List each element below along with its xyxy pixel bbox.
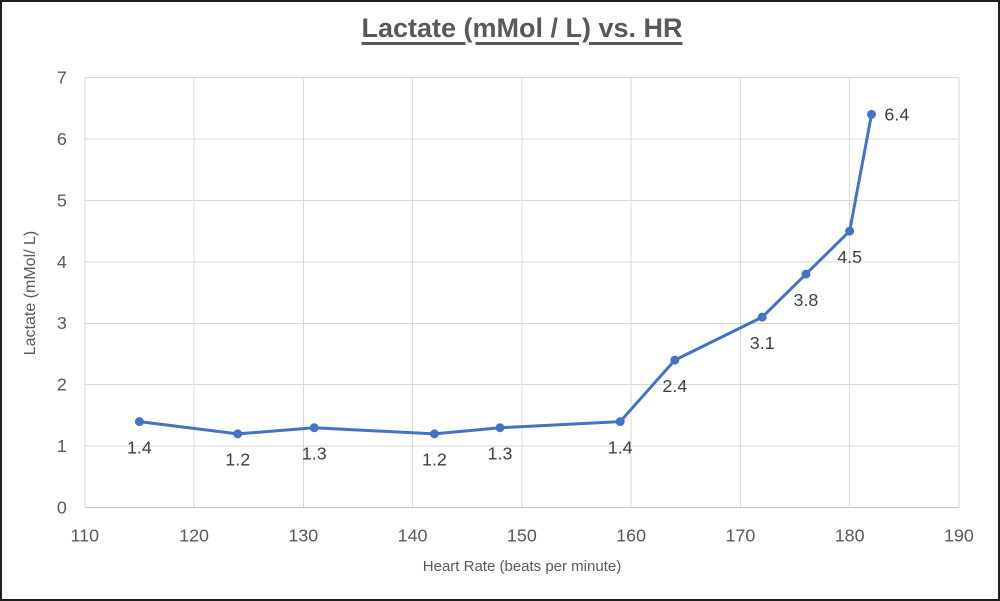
x-axis-title: Heart Rate (beats per minute) [422, 558, 622, 575]
data-point-marker [495, 423, 505, 433]
data-point-label: 1.3 [302, 444, 327, 464]
data-point-label: 3.8 [794, 290, 819, 310]
data-point-marker [757, 312, 767, 322]
y-tick-label: 0 [57, 498, 67, 518]
data-point-marker [867, 109, 876, 119]
y-axis-title-text: Lactate (mMol/ L) [22, 230, 40, 355]
data-point-marker [429, 429, 439, 439]
data-point-marker [615, 417, 625, 427]
data-point-marker [134, 417, 144, 427]
data-point-label: 1.4 [127, 437, 152, 457]
x-tick-label: 150 [507, 525, 537, 545]
chart-title: Lactate (mMol / L) vs. HR [82, 13, 962, 44]
x-tick-label: 190 [944, 525, 974, 545]
data-point-label: 2.4 [662, 376, 687, 396]
data-point-marker [309, 423, 319, 433]
data-point-label: 6.4 [884, 104, 909, 124]
data-point-label: 1.4 [608, 437, 633, 457]
x-tick-label: 120 [179, 525, 209, 545]
x-tick-label: 160 [616, 525, 646, 545]
chart-title-text: Lactate (mMol / L) vs. HR [361, 13, 683, 43]
y-tick-label: 1 [57, 436, 67, 456]
data-point-marker [233, 429, 243, 439]
data-point-label: 3.1 [750, 333, 775, 353]
data-point-marker [801, 269, 811, 279]
x-tick-label: 130 [288, 525, 318, 545]
x-tick-label: 170 [725, 525, 755, 545]
x-tick-label: 180 [835, 525, 865, 545]
y-tick-label: 3 [57, 313, 67, 333]
y-tick-label: 2 [57, 375, 67, 395]
data-point-label: 4.5 [837, 247, 862, 267]
data-point-label: 1.2 [422, 450, 447, 470]
y-axis-title: Lactate (mMol/ L) [14, 76, 48, 509]
data-point-label: 1.3 [488, 444, 513, 464]
data-point-label: 1.2 [225, 450, 250, 470]
data-point-marker [845, 226, 855, 236]
y-tick-label: 4 [57, 252, 67, 272]
y-tick-label: 5 [57, 190, 67, 210]
x-tick-label: 140 [398, 525, 428, 545]
x-tick-label: 110 [71, 525, 100, 545]
series-line [137, 112, 874, 436]
y-tick-label: 6 [57, 129, 67, 149]
y-tick-label: 7 [57, 67, 67, 87]
data-point-marker [670, 355, 680, 365]
